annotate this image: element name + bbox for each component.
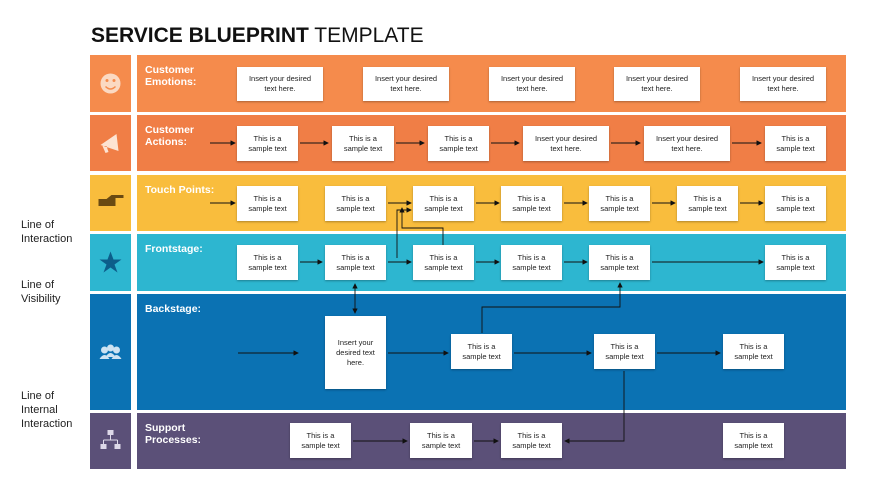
- arrow: [399, 207, 444, 245]
- step-box: This is a sample text: [501, 423, 562, 458]
- step-box: This is a sample text: [589, 186, 650, 221]
- step-box: This is a sample text: [428, 126, 489, 161]
- arrow: [481, 282, 623, 333]
- step-box: This is a sample text: [589, 245, 650, 280]
- step-box: Insert your desired text here.: [489, 67, 575, 101]
- lane-icon-cell: [90, 413, 131, 469]
- step-box: This is a sample text: [410, 423, 472, 458]
- step-box: This is a sample text: [290, 423, 351, 458]
- step-box: This is a sample text: [325, 245, 386, 280]
- arrow: [564, 371, 625, 444]
- icon: [113, 346, 120, 354]
- icon: [103, 435, 118, 444]
- step-box: Insert your desired text here.: [740, 67, 826, 101]
- arrow: [396, 207, 412, 258]
- step-box: This is a sample text: [723, 334, 784, 369]
- step-box: This is a sample text: [413, 186, 474, 221]
- step-box: This is a sample text: [325, 186, 386, 221]
- step-box: This is a sample text: [723, 423, 784, 458]
- icon: [114, 444, 121, 449]
- step-box: This is a sample text: [237, 186, 298, 221]
- step-box: This is a sample text: [413, 245, 474, 280]
- step-box: Insert your desired text here.: [614, 67, 700, 101]
- side-label: Line of Internal Interaction: [21, 390, 73, 430]
- step-box: Insert your desired text here.: [644, 126, 730, 161]
- step-box: Insert your desired text here.: [363, 67, 449, 101]
- step-box: This is a sample text: [677, 186, 738, 221]
- lane-label: Customer Emotions:: [145, 64, 197, 88]
- icon: [105, 79, 109, 82]
- icon: [105, 353, 116, 357]
- icon: [100, 73, 121, 94]
- title: SERVICE BLUEPRINT TEMPLATE: [91, 24, 424, 48]
- title-bold: SERVICE BLUEPRINT: [91, 24, 309, 47]
- step-box: This is a sample text: [594, 334, 655, 369]
- step-box: Insert your desired text here.: [325, 316, 386, 389]
- side-label: Line of Interaction: [21, 219, 73, 245]
- step-box: This is a sample text: [765, 186, 826, 221]
- icon: [99, 251, 122, 273]
- step-box: This is a sample text: [765, 126, 826, 161]
- step-box: This is a sample text: [765, 245, 826, 280]
- lane-label: Touch Points:: [145, 184, 215, 196]
- icon: [112, 79, 116, 82]
- step-box: This is a sample text: [501, 186, 562, 221]
- icon: [104, 85, 117, 90]
- icon: [100, 134, 119, 153]
- step-box: Insert your desired text here.: [523, 126, 609, 161]
- step-box: Insert your desired text here.: [237, 67, 323, 101]
- lane-icon-cell: [90, 294, 131, 410]
- step-box: This is a sample text: [237, 245, 298, 280]
- icon: [98, 195, 124, 206]
- icon: [107, 344, 114, 352]
- step-box: This is a sample text: [501, 245, 562, 280]
- lane-label: Support Processes:: [145, 422, 202, 446]
- icon: [107, 430, 114, 435]
- lane-label: Customer Actions:: [145, 124, 195, 148]
- side-label: Line of Visibility: [21, 279, 61, 305]
- icon: [100, 444, 107, 449]
- step-box: This is a sample text: [237, 126, 298, 161]
- lane-label: Backstage:: [145, 303, 202, 315]
- title-regular: TEMPLATE: [314, 24, 424, 47]
- step-box: This is a sample text: [451, 334, 512, 369]
- step-box: This is a sample text: [332, 126, 394, 161]
- lane-label: Frontstage:: [145, 243, 203, 255]
- icon: [101, 346, 108, 354]
